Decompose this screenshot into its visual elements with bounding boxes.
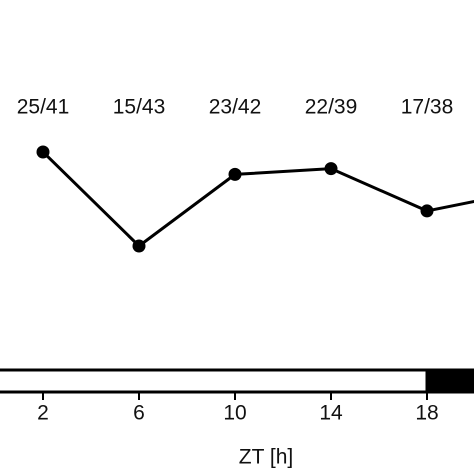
point <box>420 204 434 218</box>
point <box>228 167 242 181</box>
x-tick-label: 6 <box>133 402 145 425</box>
point <box>36 145 50 159</box>
annotation: 22/39 <box>305 96 358 119</box>
annotation: 23/42 <box>209 96 262 119</box>
x-tick-label: 18 <box>415 402 438 425</box>
dark-phase <box>425 368 474 394</box>
annotation: 17/38 <box>401 96 454 119</box>
light-phase <box>0 368 429 394</box>
x-tick-label: 2 <box>37 402 49 425</box>
annotation: 25/41 <box>17 96 70 119</box>
x-axis-label: ZT [h] <box>239 446 293 469</box>
line <box>41 150 474 248</box>
annotation: 15/43 <box>113 96 166 119</box>
x-tick-label: 14 <box>319 402 343 425</box>
x-tick-label: 10 <box>223 402 246 425</box>
point <box>132 239 146 253</box>
point <box>324 162 338 176</box>
